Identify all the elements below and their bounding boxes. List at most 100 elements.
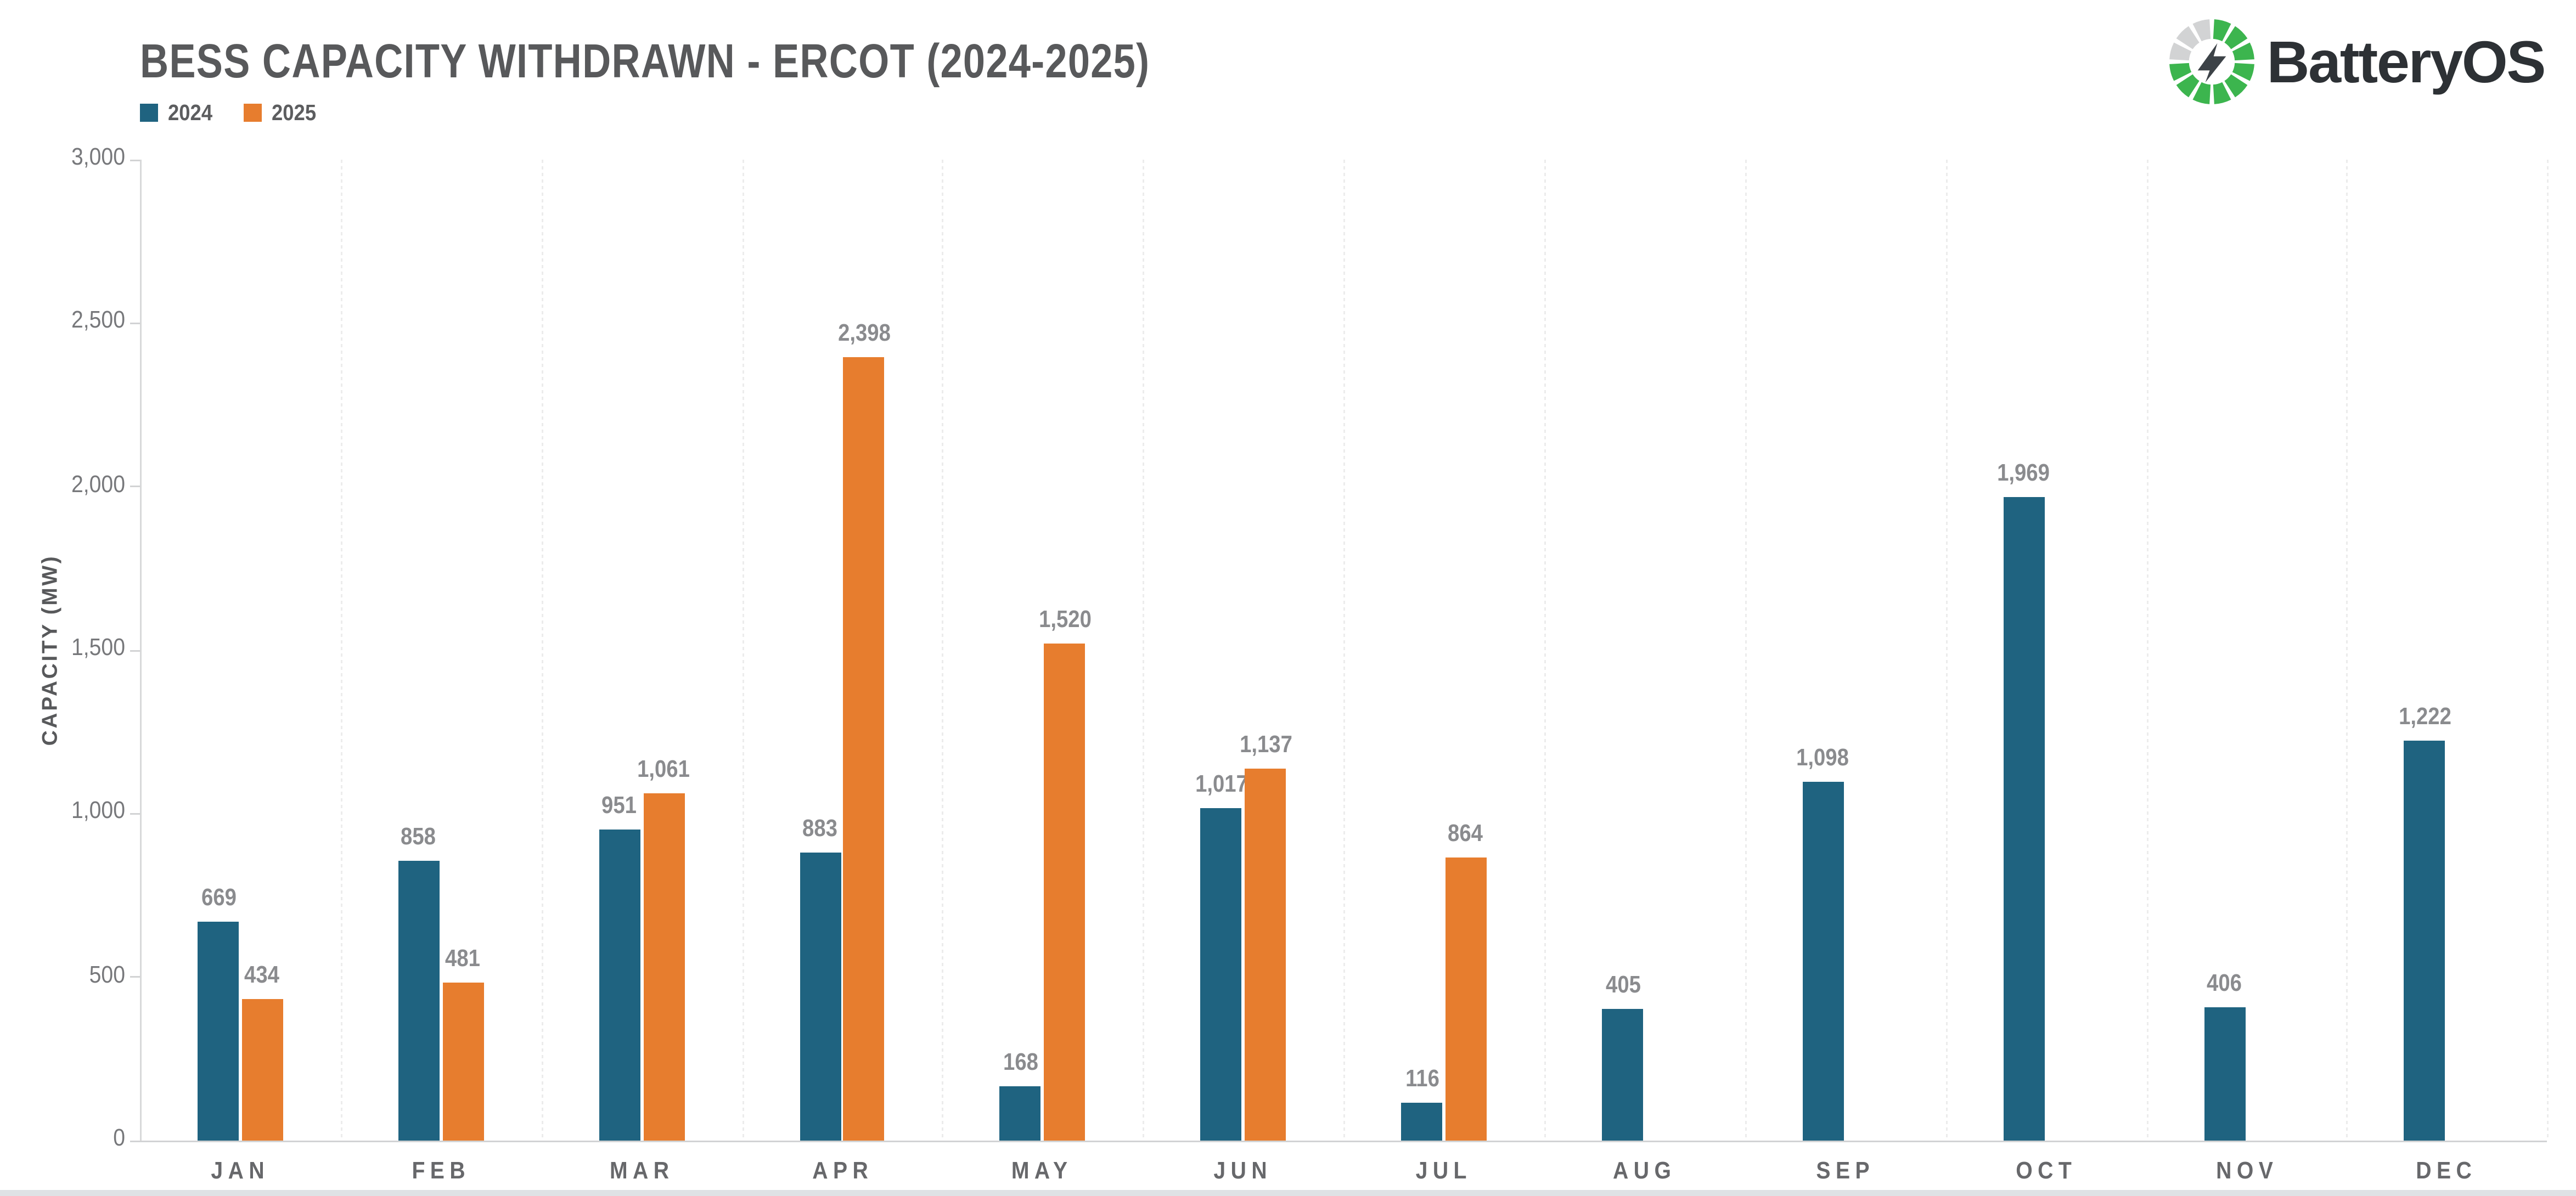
bar-value-label-2024-mar: 951 — [601, 793, 637, 820]
x-axis-label-jan: JAN — [211, 1159, 270, 1185]
y-tick-1000 — [130, 813, 140, 815]
bar-value-label-2024-may: 168 — [1003, 1049, 1038, 1076]
bar-value-label-2025-mar: 1,061 — [637, 757, 690, 784]
logo-ring-segment-8 — [2169, 63, 2191, 81]
logo-ring-segment-7 — [2176, 74, 2200, 98]
bar-value-label-2024-oct: 1,969 — [1997, 460, 2050, 487]
x-axis-label-dec: DEC — [2416, 1159, 2478, 1185]
y-tick-label-2500: 2,500 — [71, 308, 125, 335]
x-axis-label-oct: OCT — [2015, 1159, 2077, 1185]
bar-value-label-2024-dec: 1,222 — [2398, 704, 2451, 731]
lightning-bolt-icon — [2197, 43, 2226, 83]
legend-swatch-2025 — [244, 104, 262, 122]
bar-value-label-2025-feb: 481 — [445, 947, 481, 974]
logo-ring-segment-6 — [2192, 82, 2211, 104]
x-axis-label-feb: FEB — [411, 1159, 470, 1185]
bar-2024-mar — [599, 830, 640, 1141]
gridline-10 — [2146, 160, 2148, 1141]
bar-2025-jun — [1245, 769, 1286, 1141]
bar-value-label-2024-nov: 406 — [2207, 971, 2242, 998]
gridline-5 — [1143, 160, 1145, 1141]
battery-ring-bolt-icon — [2169, 19, 2254, 104]
y-tick-1500 — [130, 649, 140, 651]
bar-2025-may — [1044, 644, 1085, 1141]
y-tick-label-2000: 2,000 — [71, 471, 125, 498]
y-tick-label-0: 0 — [113, 1126, 125, 1152]
logo-ring-segment-4 — [2224, 74, 2247, 98]
gridline-6 — [1343, 160, 1346, 1141]
logo-ring-segment-0 — [2213, 19, 2231, 42]
batteryos-logo: BatteryOS — [2168, 18, 2546, 105]
bar-2024-oct — [2003, 497, 2045, 1141]
bar-value-label-2024-apr: 883 — [802, 815, 838, 842]
gridline-8 — [1745, 160, 1747, 1141]
y-tick-label-1000: 1,000 — [71, 798, 125, 825]
bar-2024-feb — [398, 860, 440, 1141]
bottom-border — [0, 1190, 2576, 1196]
x-axis-label-apr: APR — [811, 1159, 873, 1185]
gridline-4 — [942, 160, 944, 1141]
bar-2025-mar — [643, 793, 684, 1141]
bar-2024-apr — [799, 851, 841, 1141]
bar-value-label-2025-apr: 2,398 — [837, 320, 891, 347]
bar-2025-feb — [442, 983, 484, 1141]
y-tick-label-3000: 3,000 — [71, 145, 125, 171]
bar-value-label-2024-sep: 1,098 — [1797, 745, 1850, 772]
bar-2024-jun — [1200, 808, 1242, 1141]
legend-item-2024: 2024 — [140, 100, 217, 125]
bar-value-label-2025-jul: 864 — [1448, 822, 1484, 849]
bar-2025-jan — [241, 998, 283, 1141]
y-tick-3000 — [130, 159, 140, 161]
x-axis-label-sep: SEP — [1815, 1159, 1875, 1185]
bar-value-label-2024-feb: 858 — [401, 823, 437, 850]
gridline-11 — [2347, 160, 2349, 1141]
logo-ring-segment-3 — [2232, 63, 2254, 81]
bar-2024-sep — [1802, 781, 1844, 1141]
logo-ring-segment-5 — [2213, 82, 2231, 104]
x-axis-label-mar: MAR — [609, 1159, 674, 1185]
y-tick-500 — [130, 976, 140, 978]
bar-value-label-2025-may: 1,520 — [1038, 607, 1092, 634]
bar-value-label-2024-jun: 1,017 — [1195, 771, 1248, 798]
bar-2024-dec — [2404, 741, 2446, 1141]
bar-2024-nov — [2203, 1007, 2245, 1141]
bar-2025-jul — [1445, 858, 1487, 1141]
x-axis-label-may: MAY — [1012, 1159, 1073, 1185]
y-axis-line — [140, 160, 142, 1141]
bar-2024-jan — [198, 922, 239, 1141]
legend-label-2025: 2025 — [272, 100, 317, 125]
gridline-3 — [741, 160, 744, 1141]
chart-title: BESS CAPACITY WITHDRAWN - ERCOT (2024-20… — [140, 36, 1150, 89]
x-axis-label-nov: NOV — [2215, 1159, 2278, 1185]
bar-value-label-2025-jun: 1,137 — [1239, 732, 1292, 759]
legend-swatch-2024 — [140, 104, 158, 122]
y-tick-2000 — [130, 486, 140, 488]
legend-label-2024: 2024 — [168, 100, 213, 125]
logo-text: BatteryOS — [2266, 27, 2546, 95]
x-axis-label-aug: AUG — [1613, 1159, 1677, 1185]
gridline-2 — [541, 160, 543, 1141]
logo-ring-segment-2 — [2232, 42, 2254, 61]
logo-ring-segment-1 — [2224, 26, 2247, 49]
y-tick-label-500: 500 — [89, 962, 125, 989]
gridline-12 — [2547, 160, 2549, 1141]
gridline-1 — [340, 160, 342, 1141]
bar-2024-aug — [1602, 1008, 1644, 1141]
bar-2025-apr — [843, 356, 885, 1141]
legend-item-2025: 2025 — [244, 100, 321, 125]
y-tick-label-1500: 1,500 — [71, 635, 125, 662]
bar-value-label-2025-jan: 434 — [245, 962, 280, 989]
logo-ring-segment-11 — [2192, 19, 2211, 42]
y-tick-2500 — [130, 322, 140, 324]
bar-value-label-2024-jul: 116 — [1405, 1066, 1439, 1093]
bar-value-label-2024-jan: 669 — [200, 885, 236, 912]
gridline-9 — [1945, 160, 1948, 1141]
legend: 2024 2025 — [140, 100, 321, 125]
x-axis-label-jul: JUL — [1416, 1159, 1472, 1185]
logo-ring-segment-10 — [2176, 26, 2200, 49]
logo-ring-segment-9 — [2169, 42, 2191, 61]
x-axis-label-jun: JUN — [1214, 1159, 1273, 1185]
gridline-7 — [1544, 160, 1546, 1141]
